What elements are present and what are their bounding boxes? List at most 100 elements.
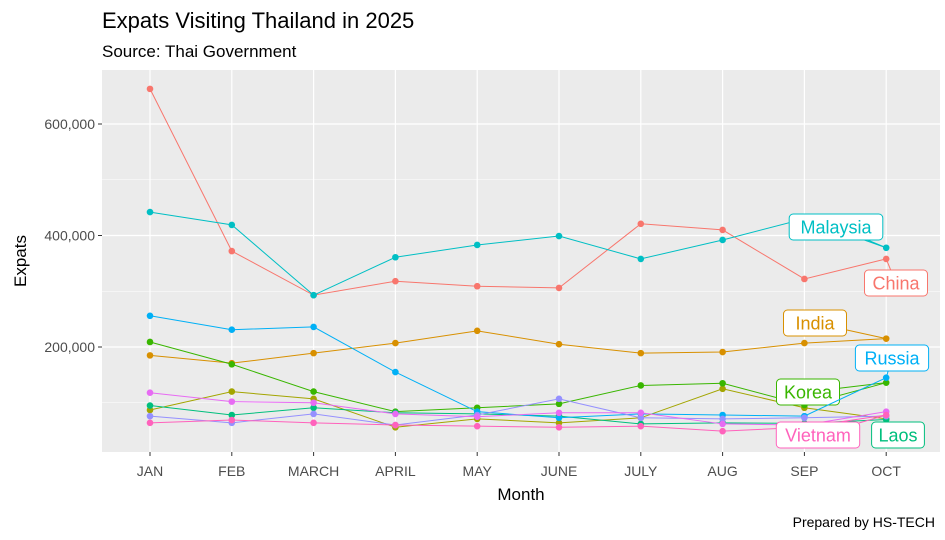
series-line	[149, 330, 887, 364]
data-point	[228, 326, 236, 334]
data-point	[719, 415, 726, 423]
data-point	[637, 349, 645, 357]
data-point	[392, 421, 399, 429]
label-box	[788, 213, 884, 241]
series-label: India	[795, 314, 835, 334]
data-point	[392, 410, 399, 418]
data-point	[637, 382, 645, 389]
data-point	[473, 241, 481, 249]
series-label: China	[872, 274, 920, 294]
data-point	[146, 352, 154, 359]
x-tick-label: MARCH	[288, 463, 339, 479]
x-tick-label: AUG	[707, 463, 737, 479]
data-point	[473, 413, 481, 420]
x-tick-label: FEB	[218, 463, 245, 479]
data-point	[637, 255, 645, 263]
x-tick-label: OCT	[871, 463, 901, 479]
data-point	[719, 379, 726, 387]
data-point	[637, 220, 645, 228]
series-korea: Korea	[146, 338, 890, 415]
series-label: Malaysia	[800, 218, 872, 238]
data-point	[555, 409, 563, 417]
label-box	[776, 378, 840, 406]
data-point	[555, 284, 563, 292]
data-point	[719, 226, 726, 234]
label-box	[871, 421, 925, 449]
data-point	[555, 395, 563, 403]
data-point	[228, 247, 236, 255]
label-box	[783, 309, 847, 337]
y-tick-label: 400,000	[44, 228, 95, 244]
data-point	[146, 402, 154, 409]
data-point	[310, 419, 317, 427]
data-point	[719, 427, 726, 435]
data-point	[719, 348, 726, 356]
data-point	[637, 422, 645, 430]
data-point	[228, 416, 236, 424]
data-point	[473, 327, 481, 335]
series-line	[149, 88, 887, 296]
data-point	[555, 340, 563, 348]
x-tick-label: MAY	[463, 463, 493, 479]
data-point	[637, 409, 645, 417]
data-point	[555, 232, 563, 240]
data-point	[392, 339, 399, 347]
data-point	[228, 398, 236, 405]
data-point	[392, 253, 399, 261]
label-box	[775, 421, 861, 449]
data-point	[228, 221, 236, 229]
data-point	[555, 423, 563, 431]
data-point	[310, 323, 317, 331]
x-tick-label: SEP	[790, 463, 818, 479]
series-malaysia: Malaysia	[146, 208, 890, 299]
x-axis-label: Month	[497, 485, 544, 504]
data-point	[801, 275, 808, 283]
series-line	[149, 341, 887, 413]
series-vietnam: Vietnam	[146, 411, 890, 449]
data-point	[310, 291, 317, 299]
data-point	[146, 338, 154, 346]
data-point	[392, 368, 399, 376]
data-point	[392, 277, 399, 285]
series-line	[149, 211, 887, 296]
data-point	[310, 404, 317, 412]
data-point	[146, 389, 154, 397]
data-point	[228, 388, 236, 395]
data-point	[310, 349, 317, 357]
y-tick-label: 200,000	[44, 339, 95, 355]
data-point	[310, 410, 317, 418]
data-point	[146, 419, 154, 427]
x-tick-label: JAN	[137, 463, 163, 479]
data-point	[719, 385, 726, 393]
series-label: Korea	[784, 383, 833, 403]
label-box	[864, 269, 928, 297]
y-tick-label: 600,000	[44, 116, 95, 132]
series-label: Laos	[878, 426, 917, 446]
x-tick-label: JUNE	[541, 463, 578, 479]
chart-caption: Prepared by HS-TECH	[792, 514, 935, 530]
label-box	[854, 344, 930, 372]
data-point	[228, 411, 236, 419]
series-line	[149, 392, 887, 426]
series-label: Russia	[864, 349, 920, 369]
data-point	[146, 208, 154, 216]
x-tick-label: APRIL	[375, 463, 416, 479]
data-point	[719, 236, 726, 244]
data-point	[801, 339, 808, 347]
data-point	[882, 374, 890, 381]
series-line	[149, 414, 887, 432]
series-line	[149, 388, 887, 428]
data-point	[555, 400, 563, 408]
data-point	[801, 414, 808, 422]
y-axis-label: Expats	[11, 235, 30, 287]
series-india: India	[146, 309, 890, 367]
data-point	[473, 422, 481, 430]
data-point	[310, 388, 317, 395]
data-point	[637, 414, 645, 422]
chart-subtitle: Source: Thai Government	[102, 42, 297, 61]
x-tick-label: JULY	[624, 463, 658, 479]
data-point	[310, 399, 317, 407]
data-point	[555, 414, 563, 422]
